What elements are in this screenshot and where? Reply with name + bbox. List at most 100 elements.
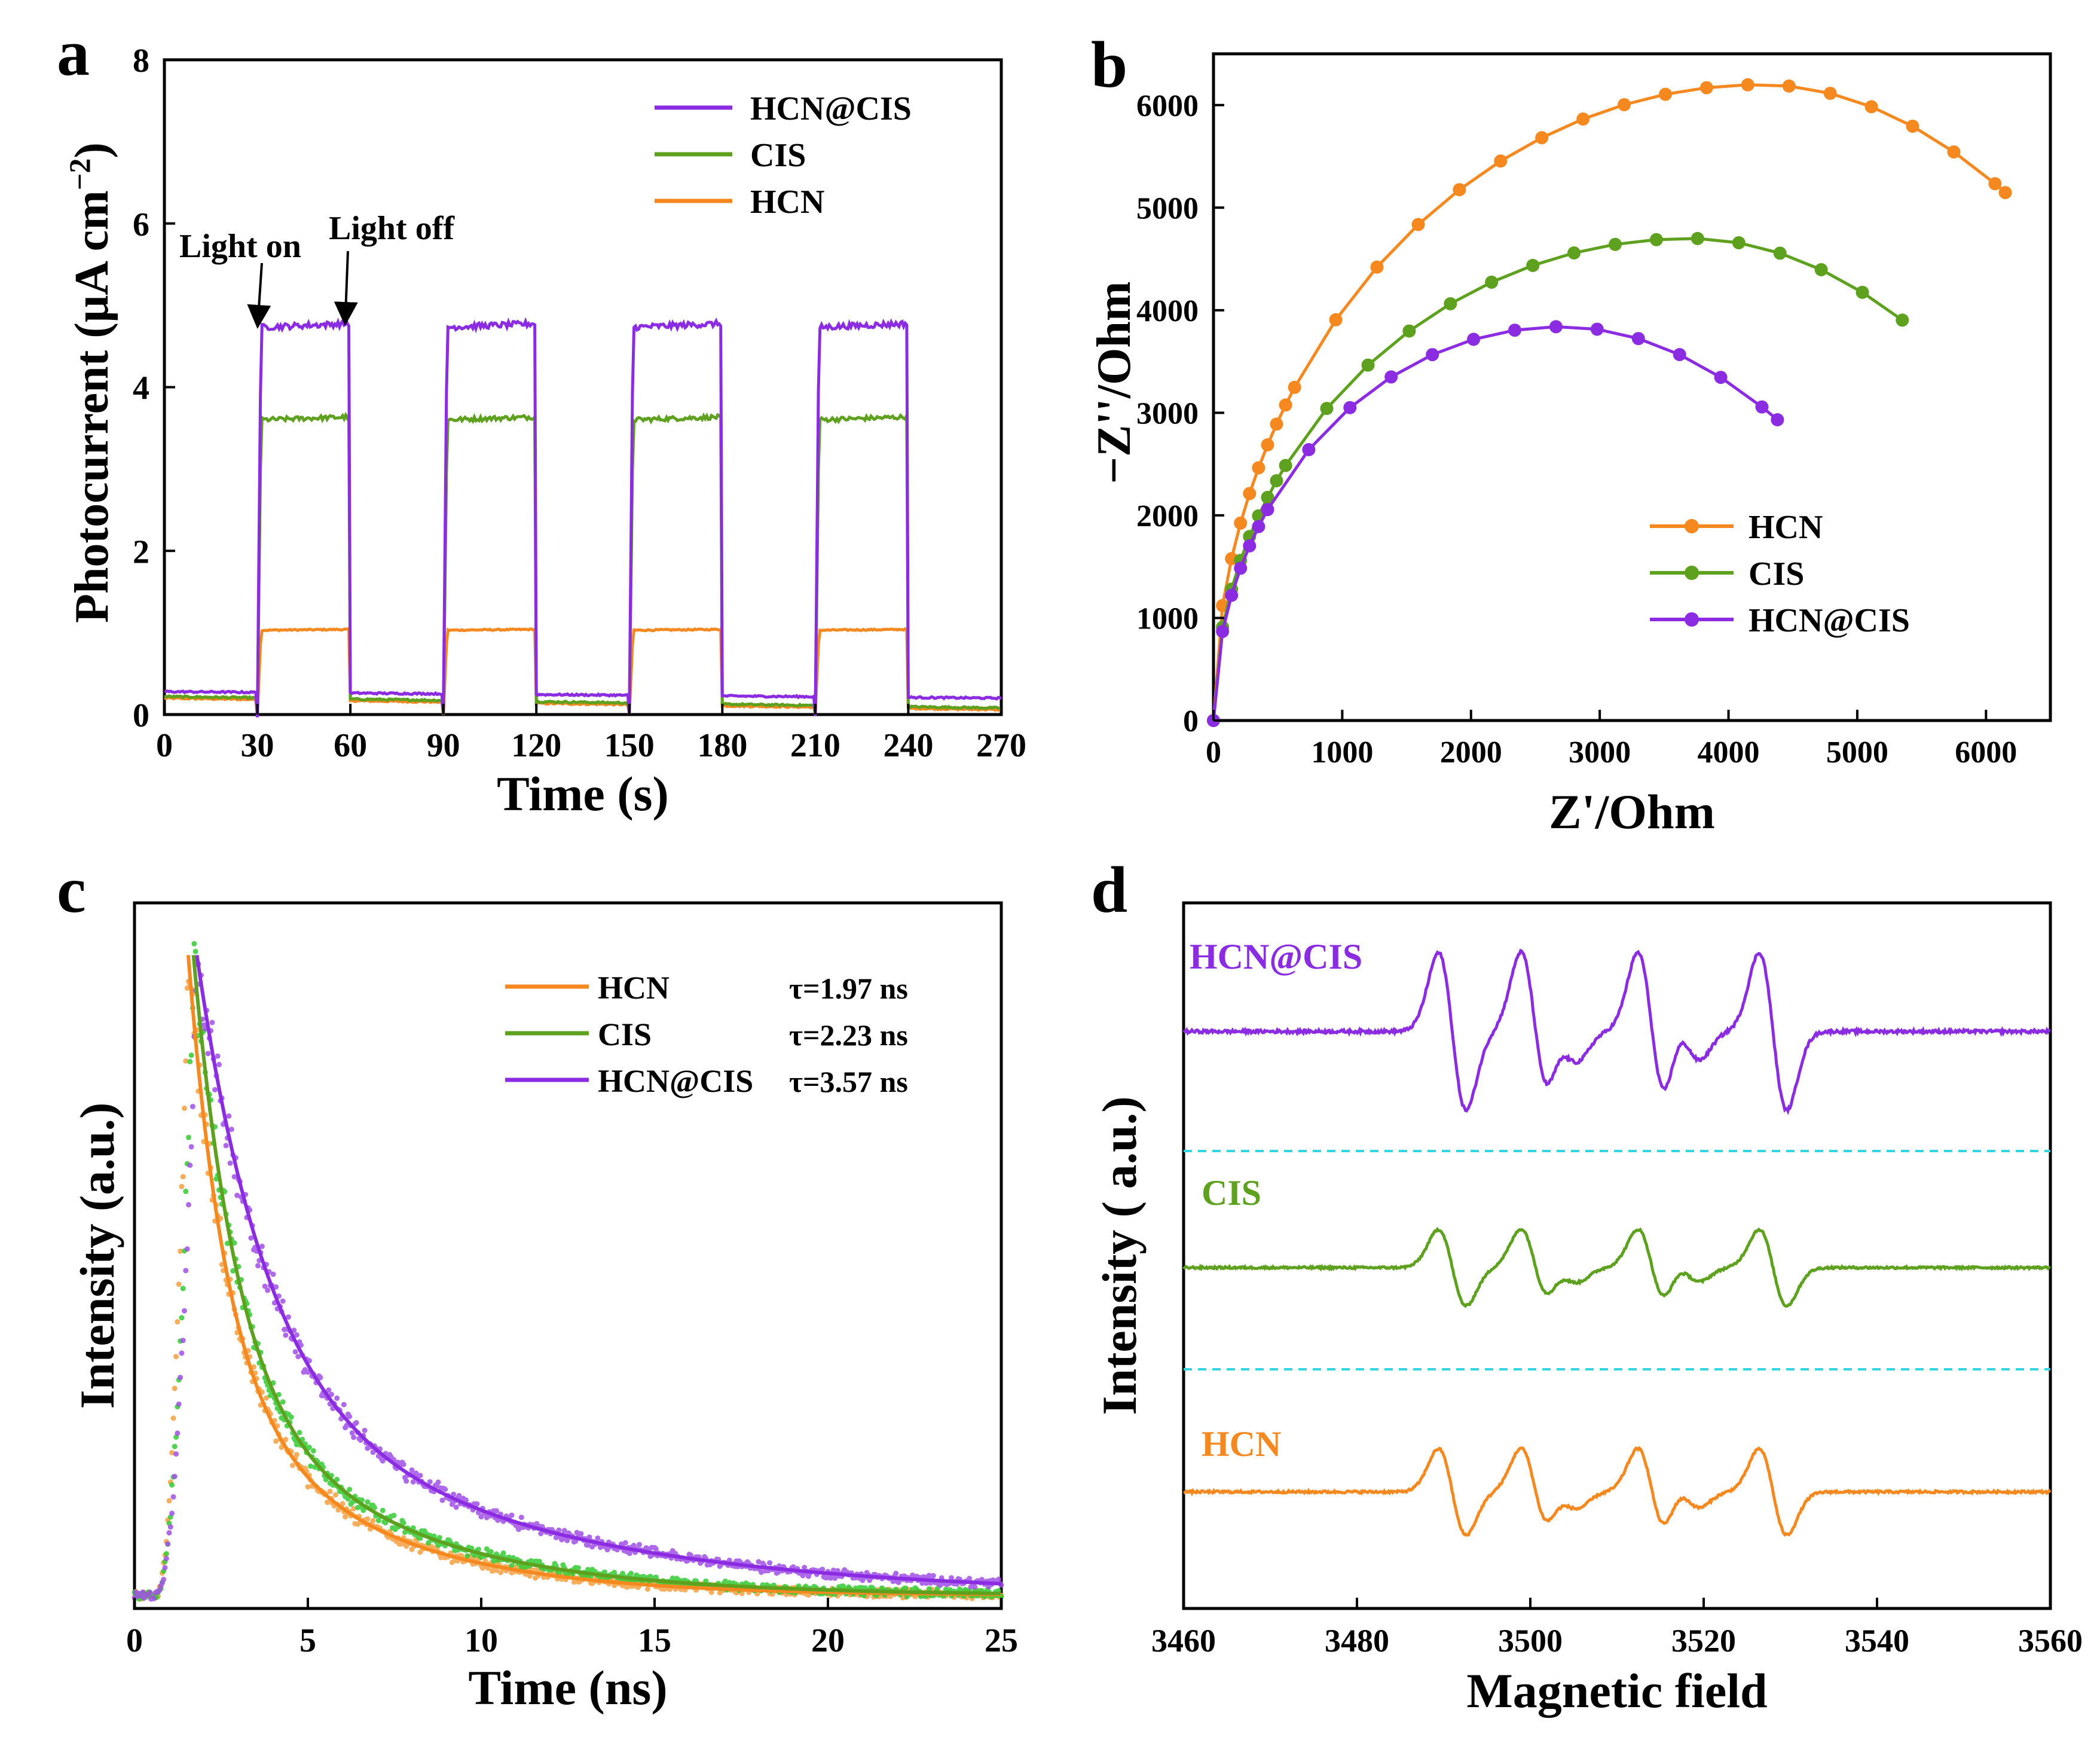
- data-point-cis: [722, 1578, 728, 1584]
- data-point-hcn-cis: [1771, 413, 1784, 426]
- data-point-cis: [310, 1448, 316, 1454]
- x-tick-label: 210: [790, 727, 840, 764]
- x-tick-label: 3520: [1671, 1623, 1736, 1659]
- data-point-hcn: [1576, 112, 1590, 126]
- data-point-hcn-cis: [637, 1541, 642, 1547]
- legend-label-hcn-cis: HCN@CIS: [598, 1063, 753, 1099]
- data-point-hcn-cis: [893, 1570, 899, 1576]
- data-point-hcn-cis: [456, 1492, 462, 1498]
- data-point-hcn-cis: [830, 1567, 836, 1573]
- panel-a-x-ticks: 0 30 60 90 120 150 180 210 240 270: [156, 704, 1026, 764]
- x-tick-label: 3560: [2018, 1623, 2083, 1659]
- data-point-hcn-cis: [259, 1243, 265, 1249]
- y-tick-label: 8: [133, 42, 149, 80]
- data-point-hcn-cis: [169, 1510, 175, 1516]
- y-tick-label: 0: [133, 697, 149, 734]
- panel-b-letter: b: [1091, 28, 1127, 101]
- data-point-hcn: [169, 1450, 175, 1455]
- data-point-hcn-cis: [1384, 370, 1398, 384]
- y-tick-label: 5000: [1136, 191, 1199, 225]
- data-point-cis: [276, 1391, 282, 1397]
- data-point-hcn-cis: [1631, 332, 1645, 346]
- data-point-cis: [188, 1052, 194, 1058]
- data-point-hcn-cis: [439, 1497, 445, 1503]
- data-point-cis: [345, 1496, 351, 1502]
- data-point-hcn-cis: [828, 1575, 834, 1581]
- data-point-cis: [323, 1477, 329, 1482]
- data-point-hcn-cis: [341, 1402, 347, 1408]
- data-point-cis: [163, 1551, 169, 1556]
- data-point-hcn-cis: [1302, 443, 1316, 456]
- data-point-hcn-cis: [255, 1263, 261, 1269]
- panel-d: d 3460 3480 3500 3520 3540 3560 Magnetic fiel…: [1091, 853, 2083, 1718]
- data-point-hcn: [1947, 145, 1961, 159]
- data-point-hcn-cis: [351, 1434, 357, 1440]
- panel-c-letter: c: [57, 853, 86, 926]
- panel-a-y-label: Photocurrent (μA cm−2): [63, 142, 118, 623]
- data-point-hcn-cis: [564, 1537, 570, 1543]
- data-point-hcn: [305, 1484, 311, 1490]
- data-point-cis: [230, 1268, 236, 1274]
- legend-marker-hcn-cis: [1685, 612, 1699, 627]
- data-point-cis: [703, 1578, 709, 1584]
- panel-b-y-ticks: 0 1000 2000 3000 4000 5000 6000: [1136, 89, 1224, 738]
- legend-label-hcn-cis: HCN@CIS: [750, 90, 912, 127]
- data-point-hcn: [176, 1281, 182, 1287]
- data-point-cis: [183, 1189, 189, 1194]
- data-point-hcn-cis: [294, 1332, 299, 1338]
- data-point-cis: [172, 1443, 178, 1449]
- data-point-hcn-cis: [1252, 520, 1265, 533]
- y-tick-label: 6: [133, 206, 149, 243]
- data-point-hcn: [1864, 100, 1878, 114]
- data-point-cis: [484, 1546, 490, 1552]
- data-point-cis: [187, 1058, 193, 1064]
- data-point-cis: [1609, 237, 1622, 251]
- data-point-cis: [186, 1134, 191, 1140]
- data-point-hcn-cis: [1216, 625, 1230, 638]
- data-point-cis: [1261, 490, 1274, 504]
- data-point-hcn-cis: [930, 1573, 936, 1579]
- data-point-hcn: [1618, 98, 1631, 112]
- y-tick-label: 6000: [1136, 89, 1199, 123]
- data-point-hcn: [175, 1319, 181, 1325]
- x-tick-label: 5: [299, 1622, 316, 1659]
- data-point-hcn: [180, 1174, 186, 1180]
- data-point-hcn-cis: [228, 1127, 234, 1133]
- data-point-cis: [347, 1486, 353, 1492]
- data-point-hcn-cis: [1673, 348, 1686, 361]
- data-point-hcn-cis: [173, 1451, 179, 1457]
- data-point-hcn-cis: [1714, 371, 1728, 384]
- data-point-hcn-cis: [187, 1162, 193, 1168]
- data-point-cis: [1896, 313, 1909, 327]
- data-point-hcn: [173, 1354, 179, 1360]
- data-point-hcn-cis: [280, 1298, 286, 1304]
- data-point-hcn-cis: [234, 1192, 240, 1198]
- data-point-hcn-cis: [494, 1508, 499, 1514]
- legend-marker-cis: [1685, 566, 1699, 580]
- legend-marker-hcn: [1685, 519, 1699, 533]
- x-tick-label: 6000: [1955, 735, 2017, 770]
- data-point-hcn-cis: [215, 1053, 221, 1059]
- data-point-hcn-cis: [273, 1284, 279, 1290]
- x-tick-label: 180: [697, 727, 747, 764]
- panel-b-x-ticks: 0 1000 2000 3000 4000 5000 6000: [1206, 710, 2017, 770]
- x-tick-label: 0: [126, 1622, 143, 1659]
- data-point-hcn-cis: [349, 1430, 355, 1436]
- data-point-cis: [1526, 258, 1540, 272]
- data-point-hcn: [1906, 120, 1919, 133]
- data-point-hcn-cis: [585, 1542, 591, 1548]
- data-point-hcn: [184, 985, 190, 991]
- data-point-hcn: [351, 1506, 357, 1512]
- panel-c-x-ticks: 0 5 10 15 20 25: [126, 1598, 1018, 1659]
- data-point-hcn: [294, 1452, 299, 1458]
- panel-b-x-label: Z'/Ohm: [1549, 784, 1715, 839]
- data-point-cis: [1732, 236, 1746, 249]
- legend-tau-hcn-cis: τ=3.57 ns: [789, 1065, 908, 1098]
- series-line-cis: [1212, 237, 1903, 721]
- data-point-hcn-cis: [578, 1531, 584, 1537]
- data-point-hcn-cis: [559, 1537, 565, 1543]
- annotation-light-off: Light off: [329, 210, 455, 247]
- data-point-hcn: [279, 1445, 285, 1451]
